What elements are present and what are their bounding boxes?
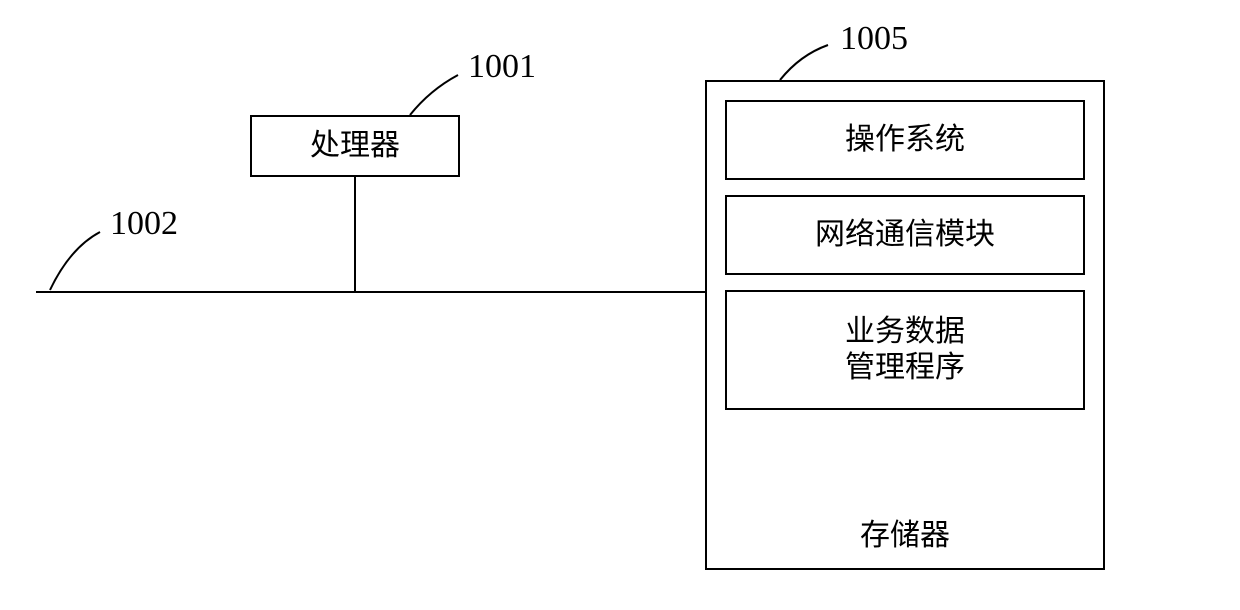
storage-label-leader [780, 45, 828, 80]
bus-ref-label: 1002 [110, 205, 178, 243]
storage-item-os-text: 操作系统 [845, 122, 965, 158]
storage-title-text: 存储器 [860, 510, 950, 554]
bus-label-leader [50, 232, 100, 290]
storage-item-netcomm-text: 网络通信模块 [815, 217, 995, 253]
storage-item-netcomm-box: 网络通信模块 [725, 195, 1085, 275]
storage-item-bizdata-box: 业务数据 管理程序 [725, 290, 1085, 410]
storage-item-os-box: 操作系统 [725, 100, 1085, 180]
processor-ref-label: 1001 [468, 48, 536, 86]
processor-text: 处理器 [310, 128, 400, 164]
storage-item-bizdata-text: 业务数据 管理程序 [845, 314, 965, 386]
processor-box: 处理器 [250, 115, 460, 177]
diagram-canvas: 处理器 1001 1002 1005 操作系统 网络通信模块 业务数据 管理程序… [0, 0, 1240, 610]
processor-label-leader [410, 75, 458, 115]
storage-ref-label: 1005 [840, 20, 908, 58]
